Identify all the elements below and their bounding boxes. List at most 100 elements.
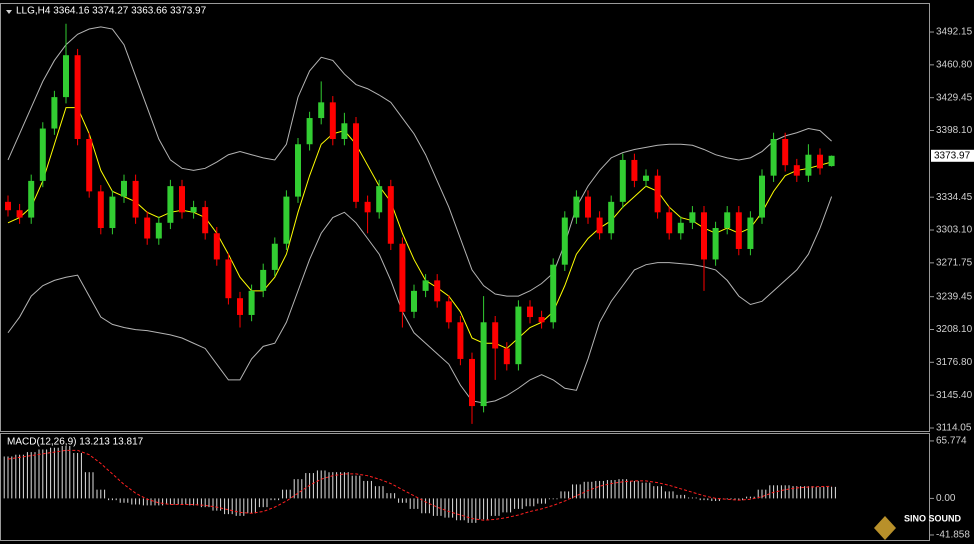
candle-body (364, 201, 371, 213)
candle-body (16, 210, 23, 218)
main-frame (0, 3, 930, 432)
candle-body (643, 175, 649, 181)
candle-body (132, 180, 139, 218)
candle-body (353, 123, 359, 202)
candle-body (654, 175, 661, 213)
last-price-label: 3373.97 (934, 150, 971, 161)
candle-body (817, 154, 823, 169)
chart-title: LLG,H4 3364.16 3374.27 3363.66 3373.97 (16, 6, 207, 17)
candle-body (271, 243, 278, 270)
candle-body (724, 212, 731, 229)
candle-body (155, 222, 162, 239)
y-tick-label: 3460.80 (936, 59, 973, 70)
candle-body (805, 154, 812, 176)
candle-body (376, 186, 383, 213)
candle-body (469, 358, 475, 407)
y-tick-label: -41.858 (936, 530, 970, 541)
candle-body (492, 322, 499, 349)
candle-body (538, 317, 545, 323)
collapse-icon (6, 10, 12, 14)
y-tick-label: 3145.40 (936, 390, 973, 401)
candle-body (422, 280, 429, 291)
candle-body (747, 217, 754, 249)
candle-body (585, 196, 591, 218)
candle-body (318, 102, 325, 119)
candle-body (237, 298, 243, 315)
candle-body (457, 322, 464, 359)
candle-body (631, 159, 638, 181)
candle-body (399, 243, 406, 312)
candle-body (550, 264, 557, 323)
candle-body (759, 175, 765, 218)
candle-body (248, 290, 255, 315)
candle-body (213, 233, 220, 260)
candle-body (121, 180, 127, 197)
y-tick-label: 0.00 (936, 493, 956, 504)
candle-body (5, 201, 11, 211)
candle-body (387, 186, 394, 244)
candle-body (28, 180, 35, 218)
candle-body (480, 322, 487, 407)
indicator-line (7, 196, 833, 404)
candle-body (74, 55, 81, 140)
candle-body (190, 207, 197, 213)
candle-body (434, 280, 441, 302)
candle-body (306, 118, 313, 145)
y-tick-label: 3429.45 (936, 92, 973, 103)
candle-body (503, 348, 510, 365)
candle-body (515, 306, 522, 365)
candle-body (260, 269, 267, 291)
candle-body (793, 165, 800, 176)
candle-body (828, 155, 835, 167)
macd-title: MACD(12,26,9) 13.213 13.817 (7, 437, 144, 448)
y-tick-label: 3208.10 (936, 324, 973, 335)
y-tick-label: 3176.80 (936, 357, 973, 368)
signal-line (7, 449, 832, 521)
candle-body (51, 97, 58, 129)
indicator-line (7, 26, 832, 297)
candle-body (411, 290, 417, 312)
y-tick-label: 3334.45 (936, 192, 973, 203)
candle-body (573, 196, 580, 218)
candle-body (666, 212, 673, 234)
y-tick-label: 3303.10 (936, 225, 973, 236)
candle-body (202, 207, 209, 234)
candle-body (63, 55, 69, 98)
candle-body (712, 228, 719, 260)
y-tick-label: 3271.75 (936, 257, 973, 268)
candle-body (677, 222, 684, 234)
candle-body (225, 259, 232, 299)
y-tick-label: 65.774 (936, 436, 967, 447)
last-price-box (931, 149, 974, 162)
candle-body (341, 123, 348, 140)
candle-body (445, 301, 452, 323)
y-tick-label: 3239.45 (936, 291, 973, 302)
candle-body (167, 186, 174, 223)
candle-body (596, 217, 603, 234)
candle-body (39, 128, 46, 181)
candle-body (770, 139, 777, 176)
candle-body (608, 201, 615, 234)
y-tick-label: 3398.10 (936, 125, 973, 136)
candle-body (527, 306, 533, 318)
candle-body (109, 196, 116, 229)
candle-body (97, 191, 104, 229)
candle-body (283, 196, 290, 244)
candle-body (735, 212, 742, 249)
candle-body (782, 139, 789, 166)
candle-body (295, 144, 301, 197)
candle-body (329, 102, 336, 140)
candle-body (144, 217, 151, 239)
candle-body (86, 139, 93, 192)
logo: SINO SOUND (874, 513, 962, 540)
y-tick-label: 3114.05 (936, 423, 972, 434)
candle-body (689, 212, 696, 223)
logo-text: SINO SOUND (904, 513, 962, 523)
candle-body (619, 159, 626, 202)
candle-body (701, 212, 707, 260)
y-tick-label: 3492.15 (936, 27, 973, 38)
candle-body (561, 217, 568, 265)
candle-body (179, 186, 185, 213)
